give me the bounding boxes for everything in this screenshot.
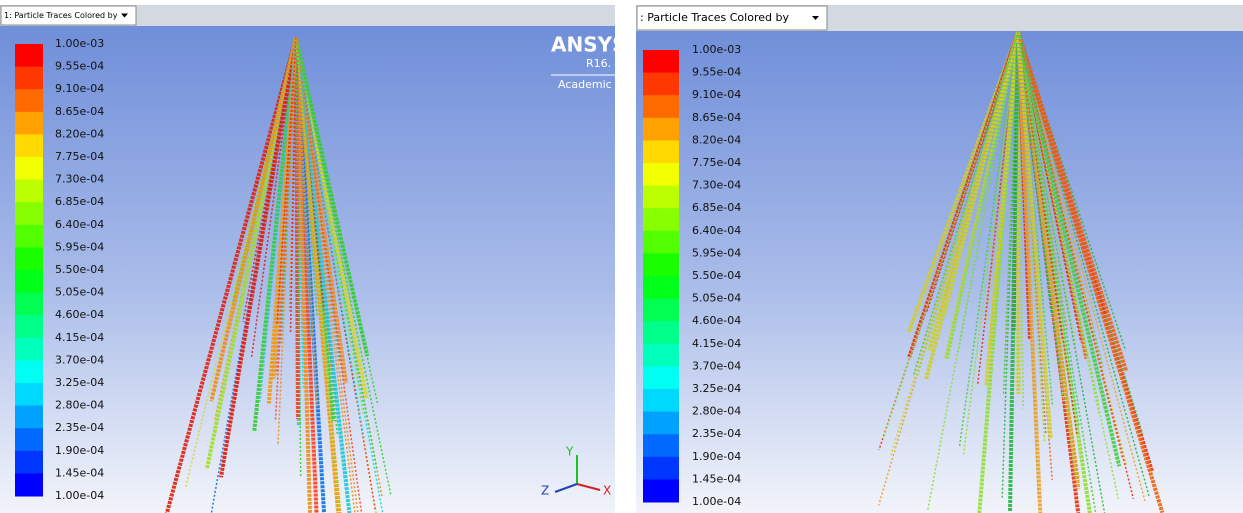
colorbar-label: 2.35e-04 xyxy=(692,427,741,440)
logo-release: R16. xyxy=(586,57,611,70)
viewport-panel: : Particle Traces Colored by 1.00e-03 9.55… xyxy=(636,5,1243,513)
colorbar-band xyxy=(15,89,43,112)
colorbar-label: 9.10e-04 xyxy=(692,88,741,101)
colorbar-label: 2.80e-04 xyxy=(692,405,741,418)
colorbar-band xyxy=(15,293,43,316)
colorbar-band xyxy=(643,412,679,435)
colorbar-label: 3.25e-04 xyxy=(692,382,741,395)
colorbar-label: 2.35e-04 xyxy=(55,421,104,434)
colorbar-label: 1.90e-04 xyxy=(692,450,741,463)
colorbar-label: 3.70e-04 xyxy=(55,353,104,366)
colorbar-band xyxy=(643,231,679,254)
colorbar-label: 5.05e-04 xyxy=(55,286,104,299)
colorbar-label: 5.95e-04 xyxy=(55,240,104,253)
colorbar-label: 9.55e-04 xyxy=(692,66,741,79)
colorbar-band xyxy=(643,389,679,412)
colorbar-band xyxy=(643,95,679,118)
colorbar-label: 7.30e-04 xyxy=(692,179,741,192)
colorbar-band xyxy=(643,276,679,299)
colorbar-label: 6.85e-04 xyxy=(692,201,741,214)
viewport-panel: 1: Particle Traces Colored by 1.00e-03 9.5… xyxy=(0,5,627,513)
logo-brand: ANSYS xyxy=(551,33,627,57)
colorbar-label: 3.70e-04 xyxy=(692,359,741,372)
colorbar-label: 7.75e-04 xyxy=(55,150,104,163)
colorbar-label: 8.20e-04 xyxy=(55,127,104,140)
colorbar-band xyxy=(15,383,43,406)
colorbar-band xyxy=(643,253,679,276)
colorbar-label: 1.00e-04 xyxy=(692,495,741,508)
dropdown-label[interactable]: : Particle Traces Colored by xyxy=(640,11,789,24)
colorbar-label: 1.00e-03 xyxy=(692,43,741,56)
colorbar-label: 2.80e-04 xyxy=(55,399,104,412)
colorbar-band xyxy=(643,118,679,141)
triad-y-label: Y xyxy=(565,445,574,459)
colorbar-label: 5.05e-04 xyxy=(692,292,741,305)
colorbar-band xyxy=(15,157,43,180)
triad-z-label: Z xyxy=(541,484,549,498)
colorbar-band xyxy=(15,44,43,67)
colorbar-band xyxy=(643,73,679,96)
colorbar-band xyxy=(643,479,679,502)
colorbar-label: 1.00e-03 xyxy=(55,37,104,50)
colorbar-label: 5.50e-04 xyxy=(55,263,104,276)
colorbar-label: 4.60e-04 xyxy=(692,314,741,327)
colorbar-label: 8.65e-04 xyxy=(692,111,741,124)
colorbar-band xyxy=(643,208,679,231)
screenshot: 1: Particle Traces Colored by 1.00e-03 9.5… xyxy=(0,0,1243,513)
colorbar-band xyxy=(15,473,43,496)
colorbar-band xyxy=(15,67,43,90)
colorbar-band xyxy=(643,186,679,209)
colorbar-label: 6.40e-04 xyxy=(55,218,104,231)
colorbar-label: 9.55e-04 xyxy=(55,60,104,73)
colorbar-band xyxy=(643,140,679,163)
logo-edition: Academic xyxy=(558,78,612,91)
colorbar-label: 4.15e-04 xyxy=(55,331,104,344)
colorbar-label: 9.10e-04 xyxy=(55,82,104,95)
colorbar-band xyxy=(15,451,43,474)
colorbar-label: 8.20e-04 xyxy=(692,133,741,146)
colorbar-label: 4.60e-04 xyxy=(55,308,104,321)
colorbar-label: 5.50e-04 xyxy=(692,269,741,282)
colorbar-band xyxy=(15,202,43,225)
colorbar-band xyxy=(15,270,43,293)
colorbar-label: 7.30e-04 xyxy=(55,173,104,186)
colorbar-band xyxy=(15,225,43,248)
colorbar-label: 8.65e-04 xyxy=(55,105,104,118)
dropdown-label[interactable]: 1: Particle Traces Colored by xyxy=(4,11,118,20)
colorbar-band xyxy=(643,299,679,322)
colorbar-label: 4.15e-04 xyxy=(692,337,741,350)
colorbar-band xyxy=(15,428,43,451)
colorbar-label: 5.95e-04 xyxy=(692,246,741,259)
colorbar-band xyxy=(15,112,43,135)
colorbar-band xyxy=(643,344,679,367)
colorbar-band xyxy=(15,406,43,429)
colorbar-label: 1.90e-04 xyxy=(55,444,104,457)
colorbar-band xyxy=(643,366,679,389)
colorbar-label: 1.45e-04 xyxy=(55,466,104,479)
colorbar-band xyxy=(15,247,43,270)
colorbar-band xyxy=(15,180,43,203)
colorbar-band xyxy=(643,163,679,186)
colorbar-label: 1.45e-04 xyxy=(692,472,741,485)
colorbar-band xyxy=(643,321,679,344)
colorbar-label: 6.85e-04 xyxy=(55,195,104,208)
colorbar-band xyxy=(15,360,43,383)
colorbar-band xyxy=(643,50,679,73)
colorbar-label: 7.75e-04 xyxy=(692,156,741,169)
colorbar-band xyxy=(15,338,43,361)
colorbar-band xyxy=(643,434,679,457)
colorbar-label: 6.40e-04 xyxy=(692,224,741,237)
colorbar-label: 1.00e-04 xyxy=(55,489,104,502)
colorbar-band xyxy=(643,457,679,480)
triad-x-label: X xyxy=(603,484,611,498)
colorbar-label: 3.25e-04 xyxy=(55,376,104,389)
colorbar-band xyxy=(15,134,43,157)
colorbar-band xyxy=(15,315,43,338)
